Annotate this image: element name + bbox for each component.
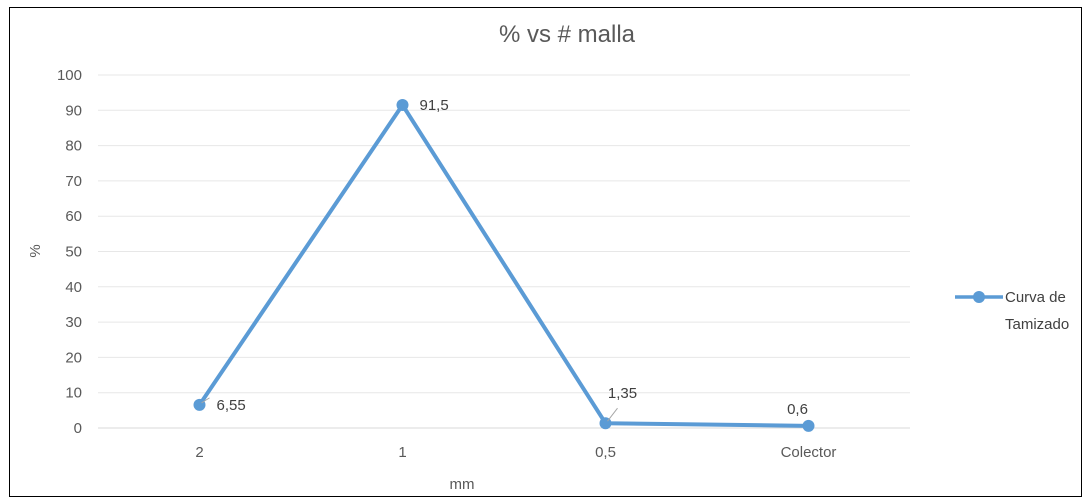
data-point xyxy=(802,419,815,432)
legend-label-line-1: Curva de xyxy=(1005,289,1066,306)
y-axis-title: % xyxy=(27,244,44,257)
data-labels: 6,55 91,5 1,35 0,6 xyxy=(201,97,808,422)
y-tick-label: 20 xyxy=(65,349,82,366)
data-point xyxy=(193,398,206,411)
y-tick-label: 70 xyxy=(65,173,82,190)
legend-label-line-2: Tamizado xyxy=(1005,316,1069,333)
y-tick-label: 50 xyxy=(65,244,82,261)
y-tick-label: 60 xyxy=(65,208,82,225)
x-tick-label: 1 xyxy=(398,444,406,461)
y-tick-label: 30 xyxy=(65,314,82,331)
data-label: 0,6 xyxy=(787,401,808,418)
x-axis-title: mm xyxy=(450,476,475,493)
y-axis-ticks: 0 10 20 30 40 50 60 70 80 90 100 xyxy=(57,67,82,437)
series-line xyxy=(197,103,809,428)
x-tick-label: 0,5 xyxy=(595,444,616,461)
x-axis-ticks: 2 1 0,5 Colector xyxy=(195,444,836,461)
y-tick-label: 90 xyxy=(65,102,82,119)
legend-marker xyxy=(973,291,985,303)
y-tick-label: 0 xyxy=(74,420,82,437)
data-label: 1,35 xyxy=(608,385,637,402)
x-tick-label: Colector xyxy=(781,444,837,461)
gridlines xyxy=(98,74,910,429)
data-label: 6,55 xyxy=(217,397,246,414)
y-tick-label: 80 xyxy=(65,138,82,155)
label-leader-line xyxy=(607,407,618,422)
x-tick-label: 2 xyxy=(195,444,203,461)
data-point xyxy=(396,99,409,112)
series-group xyxy=(193,99,815,432)
legend: Curva de Tamizado xyxy=(955,289,1069,333)
label-leader-line xyxy=(201,397,210,404)
data-label: 91,5 xyxy=(420,97,449,114)
y-tick-label: 100 xyxy=(57,67,82,84)
chart-title: % vs # malla xyxy=(499,21,636,48)
y-tick-label: 10 xyxy=(65,385,82,402)
y-tick-label: 40 xyxy=(65,279,82,296)
